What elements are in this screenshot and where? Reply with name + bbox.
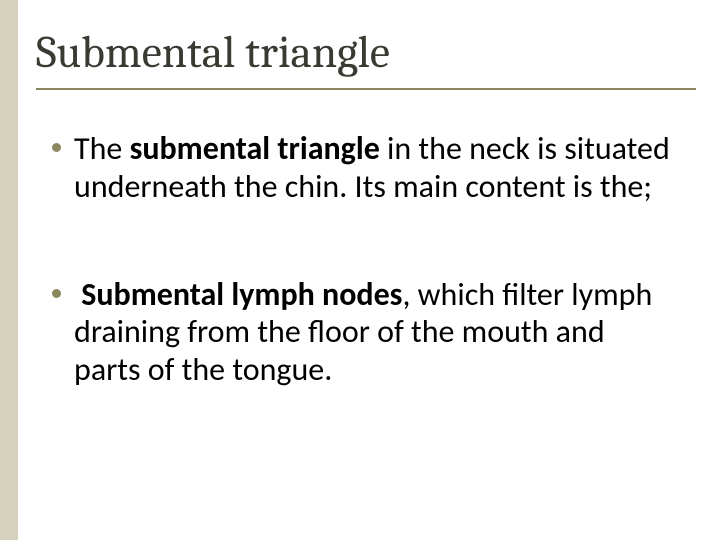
slide-title: Submental triangle [36,30,390,78]
title-block: Submental triangle [36,30,390,78]
bullet-item: Submental lymph nodes, which filter lymp… [54,276,674,389]
bullet-item: The submental triangle in the neck is si… [54,130,674,206]
title-underline [36,88,696,90]
body-block: The submental triangle in the neck is si… [54,130,674,389]
bullet-text: The submental triangle in the neck is si… [74,130,674,206]
slide: Submental triangle The submental triangl… [0,0,720,540]
bullet-dot-icon [52,289,61,298]
bullet-text: Submental lymph nodes, which filter lymp… [74,276,674,389]
left-accent-bar [0,0,18,540]
bullet-dot-icon [52,143,61,152]
